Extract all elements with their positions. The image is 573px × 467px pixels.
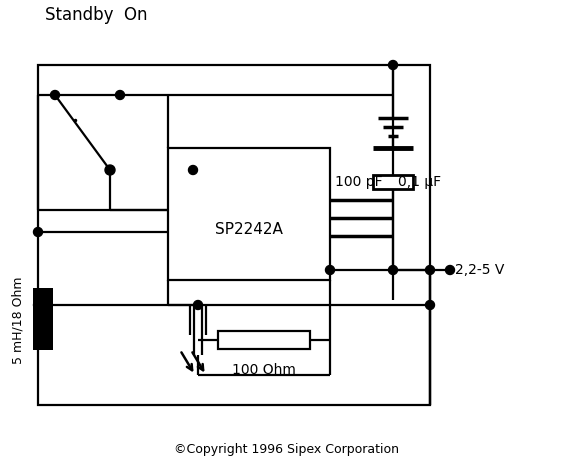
Circle shape — [426, 300, 434, 310]
Circle shape — [105, 165, 115, 175]
Text: ©Copyright 1996 Sipex Corporation: ©Copyright 1996 Sipex Corporation — [174, 444, 399, 457]
Circle shape — [426, 266, 434, 275]
Text: 0,1 μF: 0,1 μF — [398, 175, 441, 189]
Circle shape — [325, 266, 335, 275]
Circle shape — [194, 300, 202, 310]
Circle shape — [445, 266, 454, 275]
Circle shape — [388, 266, 398, 275]
Text: Standby  On: Standby On — [45, 6, 147, 24]
Circle shape — [189, 165, 198, 175]
Bar — [38, 65, 430, 405]
Text: SP2242A: SP2242A — [215, 221, 283, 236]
Circle shape — [116, 91, 124, 99]
Text: 2,2-5 V: 2,2-5 V — [455, 263, 504, 277]
Circle shape — [33, 227, 42, 236]
Bar — [373, 175, 413, 189]
Bar — [168, 148, 330, 280]
Bar — [33, 288, 53, 350]
Bar — [218, 331, 310, 349]
Text: 5 mH/18 Ohm: 5 mH/18 Ohm — [11, 276, 25, 364]
Circle shape — [33, 300, 42, 310]
Circle shape — [50, 91, 60, 99]
Text: 100 pF: 100 pF — [335, 175, 383, 189]
Circle shape — [388, 61, 398, 70]
Text: 100 Ohm: 100 Ohm — [232, 363, 296, 377]
